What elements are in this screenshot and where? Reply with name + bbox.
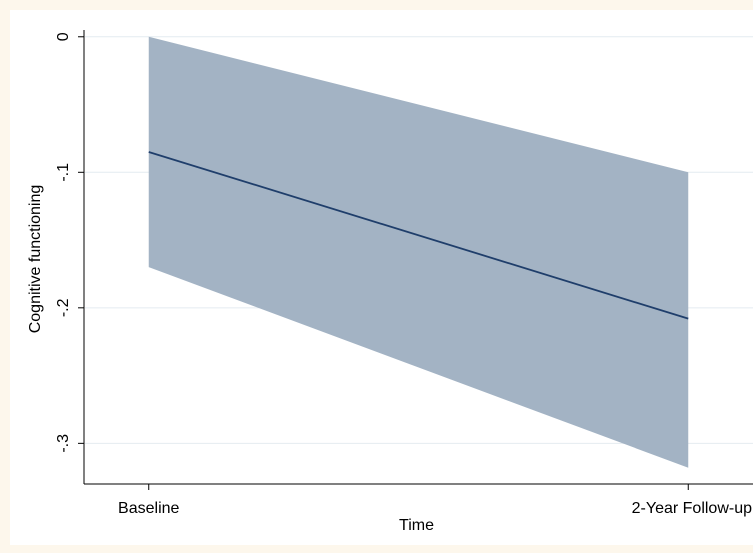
- series-line-layer: [148, 151, 689, 320]
- y-tick-label-1: -.1: [55, 163, 72, 182]
- confidence-band-layer: [148, 36, 689, 468]
- y-tick-label-3: -.3: [55, 434, 72, 453]
- y-tick-label-0: 0: [55, 32, 72, 41]
- y-axis-title: Cognitive functioning: [27, 185, 44, 334]
- axes: [78, 30, 753, 490]
- x-axis-title: Time: [399, 517, 434, 534]
- series-line: [148, 151, 689, 320]
- x-tick-label-0: Baseline: [118, 500, 179, 517]
- confidence-band: [148, 36, 689, 468]
- x-tick-labels: Baseline 2-Year Follow-up: [118, 500, 752, 517]
- y-tick-label-2: -.2: [55, 298, 72, 317]
- x-tick-label-1: 2-Year Follow-up: [632, 500, 752, 517]
- y-tick-labels: 0 -.1 -.2 -.3: [55, 32, 72, 452]
